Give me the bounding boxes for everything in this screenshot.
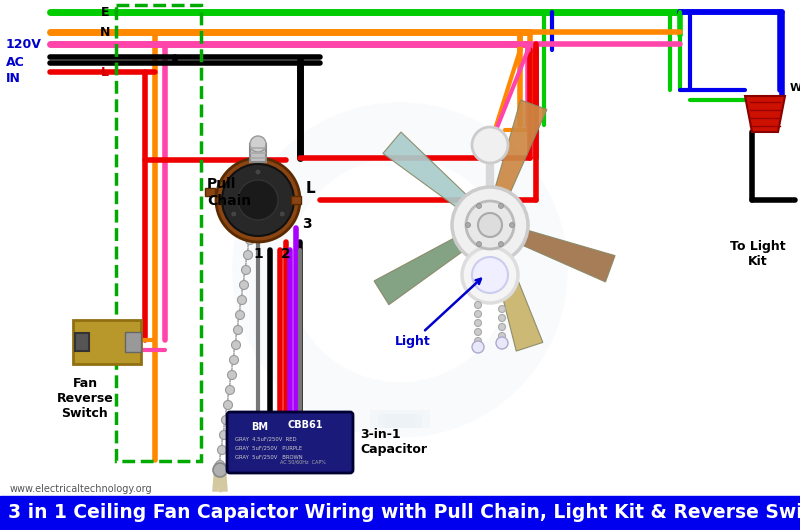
Circle shape (238, 180, 278, 220)
Text: E: E (101, 5, 110, 19)
Text: GRAY  5uF/250V   PURPLE: GRAY 5uF/250V PURPLE (235, 446, 302, 450)
Bar (250, 144, 266, 162)
Text: AC: AC (6, 56, 25, 68)
FancyBboxPatch shape (227, 412, 353, 473)
Text: 3 in 1 Ceiling Fan Capaictor Wiring with Pull Chain, Light Kit & Reverse Switch: 3 in 1 Ceiling Fan Capaictor Wiring with… (8, 504, 800, 523)
Circle shape (279, 211, 286, 217)
Circle shape (472, 257, 508, 293)
Circle shape (466, 201, 514, 249)
Circle shape (223, 401, 233, 410)
Circle shape (230, 211, 237, 217)
Circle shape (216, 158, 300, 242)
Circle shape (498, 314, 506, 322)
Circle shape (472, 341, 484, 353)
Polygon shape (383, 132, 466, 207)
Circle shape (498, 204, 503, 208)
Bar (75, 333, 89, 351)
Text: Fan
Reverse
Switch: Fan Reverse Switch (57, 377, 114, 420)
Text: BM: BM (251, 422, 269, 432)
Text: To Light
Kit: To Light Kit (730, 240, 786, 268)
Text: L: L (305, 181, 315, 196)
Text: Pull: Pull (207, 177, 236, 191)
Circle shape (230, 356, 238, 365)
Circle shape (498, 242, 503, 246)
Circle shape (242, 266, 250, 275)
Polygon shape (374, 238, 462, 305)
Circle shape (474, 338, 482, 344)
Text: IN: IN (6, 73, 21, 85)
Polygon shape (523, 231, 615, 282)
Circle shape (222, 164, 294, 236)
Circle shape (239, 280, 249, 289)
Circle shape (474, 329, 482, 335)
Circle shape (227, 370, 237, 379)
Circle shape (472, 127, 508, 163)
Bar (370, 410, 430, 428)
Bar (291, 196, 301, 204)
Text: GRAY  4.5uF/250V  RED: GRAY 4.5uF/250V RED (235, 437, 297, 441)
Bar (378, 414, 422, 428)
Bar (253, 148, 261, 158)
Text: Wire Nut: Wire Nut (790, 83, 800, 93)
Circle shape (498, 323, 506, 331)
Text: GRAY  5uF/250V   BROWN: GRAY 5uF/250V BROWN (235, 455, 302, 460)
Circle shape (466, 223, 470, 227)
Circle shape (231, 340, 241, 349)
Text: www.electricaltechnology.org: www.electricaltechnology.org (10, 484, 153, 494)
Circle shape (255, 169, 261, 175)
Bar (73, 320, 141, 364)
Polygon shape (745, 96, 785, 132)
Bar (116, 5, 201, 461)
Circle shape (474, 302, 482, 308)
Text: AC 50/60Hz  CAP%: AC 50/60Hz CAP% (280, 460, 326, 464)
Circle shape (474, 320, 482, 326)
Text: 3: 3 (302, 217, 312, 231)
Bar (205, 188, 215, 196)
Text: 120V: 120V (6, 39, 42, 51)
Circle shape (477, 204, 482, 208)
Text: L: L (101, 66, 109, 78)
Circle shape (243, 251, 253, 260)
Circle shape (226, 385, 234, 394)
Polygon shape (495, 100, 547, 192)
Circle shape (213, 463, 227, 477)
Circle shape (477, 242, 482, 246)
Circle shape (246, 235, 254, 244)
Text: 1: 1 (253, 247, 263, 261)
Circle shape (498, 305, 506, 313)
Circle shape (238, 296, 246, 305)
Bar (385, 414, 415, 428)
Bar (0, 496, 800, 530)
Circle shape (250, 136, 266, 152)
Text: CBB61: CBB61 (287, 420, 322, 430)
Circle shape (510, 223, 514, 227)
Circle shape (452, 187, 528, 263)
Circle shape (234, 325, 242, 334)
Circle shape (222, 416, 230, 425)
Circle shape (462, 247, 518, 303)
Circle shape (496, 337, 508, 349)
Circle shape (219, 430, 229, 439)
Text: 2: 2 (281, 247, 291, 261)
Bar (125, 332, 141, 352)
Circle shape (235, 311, 245, 320)
Text: 3-in-1
Capacitor: 3-in-1 Capacitor (360, 428, 427, 456)
Polygon shape (494, 259, 543, 351)
Text: N: N (100, 25, 110, 39)
Text: Light: Light (395, 279, 481, 348)
Text: Chain: Chain (207, 194, 251, 208)
Circle shape (474, 311, 482, 317)
Circle shape (215, 461, 225, 470)
Circle shape (218, 446, 226, 455)
Circle shape (478, 213, 502, 237)
Circle shape (498, 332, 506, 340)
